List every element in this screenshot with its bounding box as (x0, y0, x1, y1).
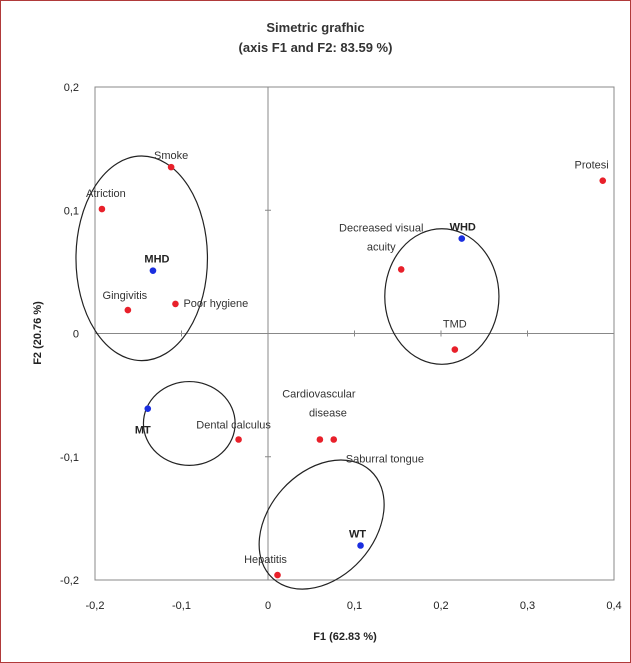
variable-point (397, 266, 405, 273)
point-label: Smoke (154, 150, 188, 162)
y-tick-label: -0,2 (60, 575, 79, 587)
variable-point (599, 177, 607, 184)
chart-title: Simetric grafhic (266, 20, 365, 35)
point-label: Dental calculus (196, 419, 271, 431)
x-tick-label: 0,4 (606, 600, 621, 612)
chart-subtitle: (axis F1 and F2: 83.59 %) (238, 40, 393, 55)
point-label: Protesi (575, 160, 609, 172)
variable-point (235, 436, 242, 443)
group-point (458, 235, 466, 242)
y-axis-label: F2 (20.76 %) (32, 301, 44, 365)
group-point (149, 267, 157, 274)
y-tick-label: 0 (73, 329, 79, 341)
x-tick-label: -0,1 (172, 600, 191, 612)
x-tick-label: 0,3 (520, 600, 535, 612)
point-label: WT (349, 528, 366, 540)
group-ellipse (258, 459, 385, 590)
point-label: Decreased visual (339, 222, 423, 234)
x-tick-label: 0,1 (347, 600, 362, 612)
point-label: disease (309, 407, 347, 419)
point-label: acuity (367, 241, 396, 253)
variable-point (124, 306, 132, 314)
y-tick-label: 0,1 (64, 205, 79, 217)
variable-point (451, 346, 459, 353)
variable-point (316, 436, 324, 443)
group-ellipse (142, 380, 236, 466)
variable-point (274, 571, 281, 579)
point-label: Atriction (86, 188, 126, 200)
point-label: WHD (450, 222, 476, 234)
x-axis-label: F1 (62.83 %) (313, 631, 377, 643)
x-tick-label: 0 (265, 600, 271, 612)
point-label: Poor hygiene (183, 298, 248, 310)
variable-point (172, 300, 179, 308)
y-tick-label: -0,1 (60, 452, 79, 464)
point-label: MHD (144, 254, 169, 266)
group-point (357, 542, 364, 549)
y-tick-label: 0,2 (64, 82, 79, 94)
group-ellipse (75, 155, 209, 362)
x-tick-label: 0,2 (433, 600, 448, 612)
point-label: Hepatitis (244, 554, 287, 566)
point-label: Saburral tongue (346, 453, 424, 465)
point-label: Cardiovascular (282, 388, 356, 400)
variable-point (330, 436, 338, 443)
point-label: TMD (443, 319, 467, 331)
group-ellipse (384, 228, 500, 365)
point-label: Gingivitis (103, 290, 148, 302)
group-point (144, 405, 152, 412)
variable-point (167, 163, 175, 171)
x-tick-label: -0,2 (86, 600, 105, 612)
point-label: MT (135, 425, 151, 437)
variable-point (98, 205, 106, 213)
